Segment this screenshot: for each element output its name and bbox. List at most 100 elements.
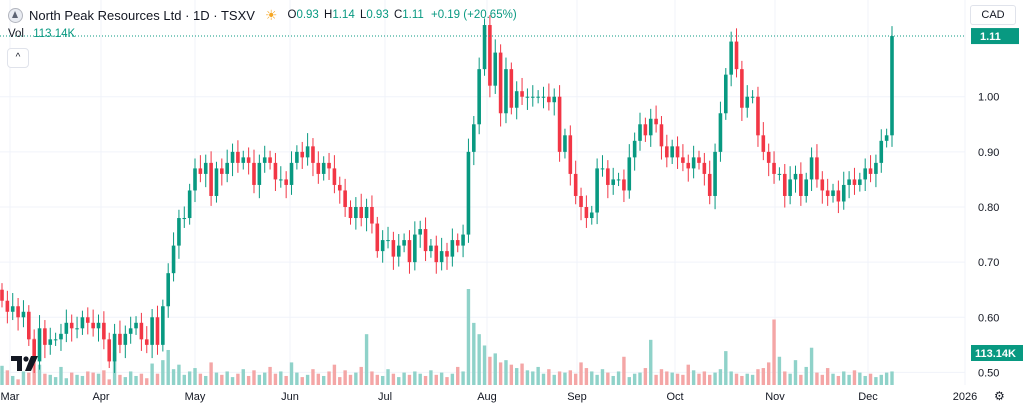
candle xyxy=(809,157,814,180)
candle xyxy=(643,124,648,136)
candle xyxy=(423,229,428,252)
volume-bar xyxy=(831,373,835,385)
y-tick-label: 0.70 xyxy=(978,257,999,269)
volume-bar xyxy=(879,374,883,385)
volume-bar xyxy=(493,353,497,385)
volume-bar xyxy=(263,372,267,385)
candle xyxy=(761,135,766,152)
volume-bar xyxy=(472,322,476,385)
volume-bar xyxy=(745,373,749,385)
tradingview-logo-icon[interactable] xyxy=(10,354,40,374)
candle xyxy=(472,124,476,152)
candle xyxy=(21,311,26,318)
candle xyxy=(648,118,653,136)
candle xyxy=(675,146,680,158)
candle xyxy=(681,157,685,163)
candle xyxy=(488,25,492,86)
volume-bar xyxy=(5,370,10,385)
candle xyxy=(498,52,503,114)
candle xyxy=(863,168,867,180)
candle xyxy=(182,218,187,220)
candle xyxy=(820,179,825,191)
volume-bar xyxy=(16,379,20,385)
candle xyxy=(514,91,519,108)
candle xyxy=(734,41,739,70)
volume-bar xyxy=(488,356,492,385)
volume-bar xyxy=(107,379,111,385)
candle xyxy=(723,74,728,114)
volume-label: Vol xyxy=(8,28,24,40)
candle xyxy=(198,168,203,174)
candle xyxy=(268,157,272,163)
candle xyxy=(815,157,819,180)
candle xyxy=(852,179,857,185)
volume-bar xyxy=(536,366,540,385)
volume-bar xyxy=(273,373,278,385)
candle xyxy=(713,151,717,196)
candle xyxy=(568,135,573,174)
x-tick-label: Aug xyxy=(477,391,497,403)
volume-bar xyxy=(80,375,85,385)
candle xyxy=(745,96,750,108)
candle xyxy=(766,151,771,163)
candle xyxy=(257,162,262,185)
volume-bar xyxy=(573,373,578,385)
candle xyxy=(627,157,632,191)
volume-bar xyxy=(434,374,438,385)
volume-bar xyxy=(643,368,648,385)
x-tick-label: Apr xyxy=(92,391,109,403)
symbol-title[interactable]: North Peak Resources Ltd · 1D · TSXV xyxy=(29,7,255,23)
volume-bar xyxy=(375,374,380,385)
volume-bar xyxy=(654,374,658,385)
volume-bar xyxy=(96,373,101,385)
candle xyxy=(236,151,240,163)
candle xyxy=(375,223,380,252)
volume-bar xyxy=(788,373,792,385)
volume-bar xyxy=(43,373,47,385)
volume-bar xyxy=(825,368,830,385)
volume-bar xyxy=(300,377,304,385)
volume-bar xyxy=(514,368,519,385)
chevron-up-icon[interactable]: ^ xyxy=(7,48,29,68)
candle xyxy=(75,328,79,330)
last-volume-label: 113.14K xyxy=(975,348,1016,360)
candle xyxy=(879,140,884,163)
candle xyxy=(477,69,481,125)
volume-bar xyxy=(343,370,347,385)
currency-button[interactable]: CAD xyxy=(970,5,1016,25)
candle xyxy=(707,173,712,196)
x-tick-label: Nov xyxy=(765,391,785,403)
volume-bar xyxy=(214,372,219,385)
volume-bar xyxy=(241,369,245,385)
candle xyxy=(166,273,171,307)
volume-bar xyxy=(145,378,149,385)
candle xyxy=(407,240,412,263)
candle xyxy=(482,25,487,70)
volume-bar xyxy=(884,372,889,385)
candle xyxy=(209,162,213,196)
candle xyxy=(847,179,851,185)
volume-bar xyxy=(354,372,358,385)
candle xyxy=(27,311,31,340)
candle xyxy=(230,151,235,163)
volume-bar xyxy=(0,365,4,385)
candle xyxy=(359,207,364,219)
volume-bar xyxy=(295,372,299,385)
volume-bar xyxy=(268,366,272,385)
y-tick-label: 1.00 xyxy=(978,92,999,104)
candle xyxy=(665,146,669,158)
volume-bar xyxy=(429,370,433,385)
x-tick-label: Oct xyxy=(666,391,683,403)
volume-bar xyxy=(498,362,503,385)
volume-bar xyxy=(69,372,74,385)
volume-bar xyxy=(91,372,95,385)
volume-bar xyxy=(75,374,79,385)
x-tick-label: Jun xyxy=(281,391,299,403)
gear-icon[interactable]: ⚙ xyxy=(994,389,1005,403)
candle xyxy=(96,322,101,329)
volume-bar xyxy=(311,369,315,385)
candle xyxy=(150,317,154,345)
candle xyxy=(144,339,149,345)
